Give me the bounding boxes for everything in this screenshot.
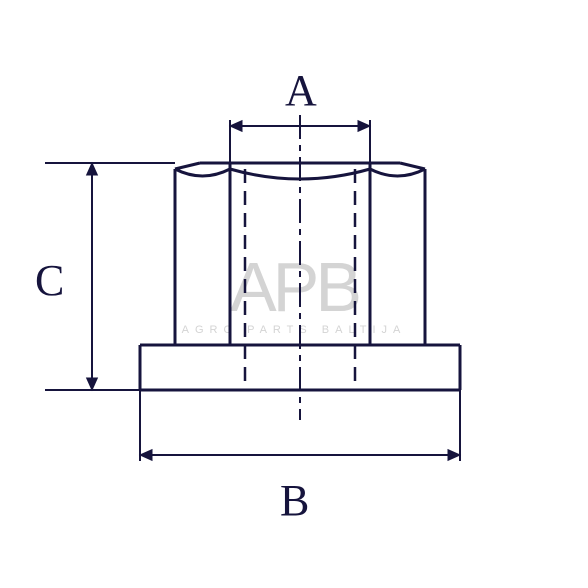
dim-label-c: C [35,255,64,306]
dim-label-a: A [285,65,317,116]
diagram-container: APB AGRO PARTS BALTIJA A B C [0,0,588,588]
dim-label-b: B [280,475,309,526]
